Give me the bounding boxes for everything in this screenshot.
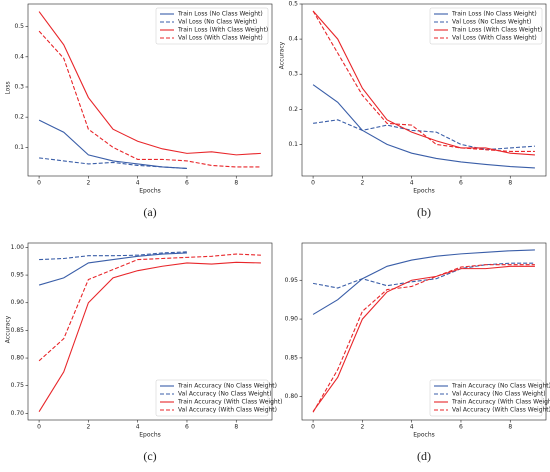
plot-frame (301, 242, 547, 421)
series-line (38, 253, 261, 362)
plot-frame (27, 3, 273, 177)
caption: (a) (143, 205, 156, 219)
x-axis-label: Epochs (139, 188, 161, 195)
series-line (312, 264, 535, 413)
y-tick-label: 0.1 (14, 144, 24, 151)
y-tick-label: 0.90 (285, 316, 299, 323)
y-tick-label: 0.2 (14, 114, 24, 121)
y-axis-label: Loss (5, 81, 12, 94)
legend-label: Train Accuracy (With Class Weight) (451, 399, 550, 406)
legend-label: Val Loss (With Class Weight) (452, 35, 537, 42)
y-tick-label: 0.80 (285, 393, 299, 400)
legend-label: Train Loss (With Class Weight) (177, 27, 268, 34)
x-tick-label: 2 (86, 180, 90, 187)
x-tick-label: 4 (410, 180, 414, 187)
legend-label: Val Accuracy (No Class Weight) (452, 391, 546, 398)
x-tick-label: 0 (37, 180, 41, 187)
x-tick-label: 6 (459, 424, 463, 431)
x-tick-label: 0 (311, 180, 315, 187)
y-tick-label: 0.75 (11, 382, 25, 389)
legend-label: Train Loss (With Class Weight) (451, 27, 542, 34)
x-tick-label: 4 (410, 424, 414, 431)
series-line (38, 30, 261, 168)
series-line (312, 10, 535, 152)
y-tick-label: 0.85 (11, 327, 25, 334)
series-line (313, 119, 535, 151)
y-tick-label: 0.3 (14, 83, 24, 90)
y-tick-label: 0.4 (288, 36, 298, 43)
y-tick-label: 1.00 (11, 244, 25, 251)
caption: (c) (143, 449, 156, 463)
series-line (312, 265, 535, 412)
x-tick-label: 0 (311, 424, 315, 431)
legend-label: Train Accuracy (No Class Weight) (177, 383, 277, 390)
legend-label: Val Accuracy (With Class Weight) (452, 407, 550, 414)
y-tick-label: 0.80 (11, 355, 25, 362)
x-axis-label: Epochs (139, 432, 161, 439)
y-tick-label: 0.5 (14, 23, 24, 30)
x-axis-label: Epochs (413, 432, 435, 439)
y-axis-label: Accuracy (5, 315, 12, 343)
legend-box (429, 379, 543, 417)
x-axis-label: Epochs (413, 188, 435, 195)
series-line (312, 249, 535, 315)
legend-label: Train Accuracy (No Class Weight) (451, 383, 550, 390)
x-tick-label: 2 (360, 424, 364, 431)
x-tick-label: 0 (37, 424, 41, 431)
x-tick-label: 4 (136, 424, 140, 431)
x-tick-label: 8 (234, 424, 238, 431)
x-tick-label: 6 (185, 180, 189, 187)
panel: 0 2 4 6 8 0.80 0.85 0.90 0.95 Epochs Accuracy Train… (279, 41, 550, 462)
y-tick-label: 0.95 (285, 277, 299, 284)
y-tick-label: 0.5 (288, 1, 298, 8)
legend-label: Train Loss (No Class Weight) (451, 11, 537, 18)
legend-label: Val Loss (No Class Weight) (452, 19, 531, 26)
legend-box (155, 379, 269, 417)
x-tick-label: 2 (360, 180, 364, 187)
x-tick-label: 8 (234, 180, 238, 187)
y-tick-label: 0.4 (14, 53, 24, 60)
series-line (38, 261, 261, 412)
y-axis-label: Accuracy (279, 41, 286, 69)
series-line (39, 157, 188, 170)
caption: (d) (417, 449, 431, 463)
y-tick-label: 0.1 (288, 141, 298, 148)
x-tick-label: 4 (136, 180, 140, 187)
legend-label: Val Accuracy (No Class Weight) (178, 391, 272, 398)
series-line (38, 252, 187, 286)
y-tick-label: 0.2 (288, 106, 298, 113)
series-line (39, 251, 187, 261)
series-line (38, 119, 188, 170)
panel: 0 2 4 6 8 0.70 0.75 0.80 0.85 0.90 0.95 1.00 Epochs A… (5, 242, 282, 463)
x-tick-label: 2 (86, 424, 90, 431)
legend-box (155, 7, 269, 45)
legend-label: Val Loss (No Class Weight) (178, 19, 257, 26)
y-tick-label: 0.90 (11, 299, 25, 306)
y-tick-label: 0.3 (288, 71, 298, 78)
legend-label: Val Loss (With Class Weight) (178, 35, 263, 42)
caption: (b) (417, 205, 431, 219)
legend-box (429, 7, 543, 45)
x-tick-label: 8 (508, 180, 512, 187)
plot-frame (301, 3, 547, 177)
series-line (312, 262, 535, 289)
y-tick-label: 0.85 (285, 354, 299, 361)
panel: 0 2 4 6 8 0.1 0.2 0.3 0.4 0.5 Epochs Loss Train Loss… (5, 3, 273, 219)
y-tick-label: 0.95 (11, 272, 25, 279)
y-tick-label: 0.70 (11, 410, 25, 417)
x-tick-label: 8 (508, 424, 512, 431)
series-line (312, 84, 535, 169)
legend-label: Val Accuracy (With Class Weight) (178, 407, 277, 414)
legend-label: Train Loss (No Class Weight) (177, 11, 263, 18)
plot-frame (27, 242, 273, 421)
legend-label: Train Accuracy (With Class Weight) (177, 399, 282, 406)
series-line (38, 11, 261, 156)
x-tick-label: 6 (459, 180, 463, 187)
x-tick-label: 6 (185, 424, 189, 431)
